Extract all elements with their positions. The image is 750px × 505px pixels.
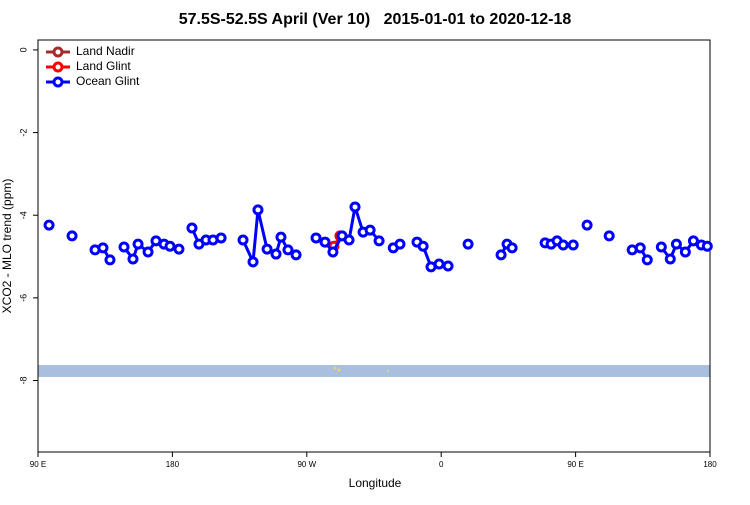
y-tick-label: -6	[18, 294, 28, 302]
point	[132, 238, 144, 250]
x-tick-label: 90 W	[297, 460, 316, 469]
point	[142, 246, 154, 258]
point	[164, 240, 176, 252]
point	[462, 238, 474, 250]
point	[349, 201, 361, 213]
point	[373, 235, 385, 247]
legend-marker	[52, 61, 64, 73]
point	[670, 238, 682, 250]
point	[282, 244, 294, 256]
point	[664, 253, 676, 265]
point	[127, 253, 139, 265]
point	[327, 246, 339, 258]
point	[641, 254, 653, 266]
point	[442, 260, 454, 272]
point	[237, 234, 249, 246]
point	[634, 242, 646, 254]
point	[567, 239, 579, 251]
legend-label: Land Glint	[76, 59, 131, 73]
point	[186, 222, 198, 234]
point	[417, 240, 429, 252]
point	[252, 204, 264, 216]
point	[557, 239, 569, 251]
point	[495, 249, 507, 261]
point	[687, 235, 699, 247]
point	[66, 230, 78, 242]
map-strip	[38, 365, 710, 377]
point	[118, 241, 130, 253]
y-tick-label: 0	[18, 47, 28, 52]
point	[270, 248, 282, 260]
x-tick-label: 90 E	[567, 460, 583, 469]
point	[247, 256, 259, 268]
point	[173, 243, 185, 255]
point	[275, 231, 287, 243]
point	[310, 232, 322, 244]
map-land	[337, 368, 341, 372]
point	[43, 219, 55, 231]
legend-marker	[52, 46, 64, 58]
legend-label: Ocean Glint	[76, 74, 140, 88]
map-land	[333, 366, 337, 370]
x-tick-label: 0	[439, 460, 444, 469]
point	[701, 240, 713, 252]
point	[506, 242, 518, 254]
point	[603, 230, 615, 242]
point	[655, 241, 667, 253]
point	[394, 238, 406, 250]
y-tick-label: -8	[18, 377, 28, 385]
point	[104, 254, 116, 266]
chart-title: 57.5S-52.5S April (Ver 10) 2015-01-01 to…	[179, 11, 572, 28]
point	[319, 236, 331, 248]
point	[261, 243, 273, 255]
point	[364, 224, 376, 236]
x-tick-label: 180	[166, 460, 180, 469]
x-tick-label: 180	[703, 460, 717, 469]
point	[215, 232, 227, 244]
y-tick-label: -4	[18, 211, 28, 219]
point	[343, 234, 355, 246]
legend-marker	[52, 76, 64, 88]
x-axis-label: Longitude	[349, 476, 402, 490]
y-tick-label: -2	[18, 129, 28, 137]
point	[97, 242, 109, 254]
y-axis-label: XCO2 - MLO trend (ppm)	[0, 179, 14, 314]
legend-label: Land Nadir	[76, 44, 135, 58]
point	[433, 258, 445, 270]
point	[290, 249, 302, 261]
x-tick-label: 90 E	[30, 460, 46, 469]
point	[581, 219, 593, 231]
map-land	[387, 370, 389, 372]
point	[679, 246, 691, 258]
